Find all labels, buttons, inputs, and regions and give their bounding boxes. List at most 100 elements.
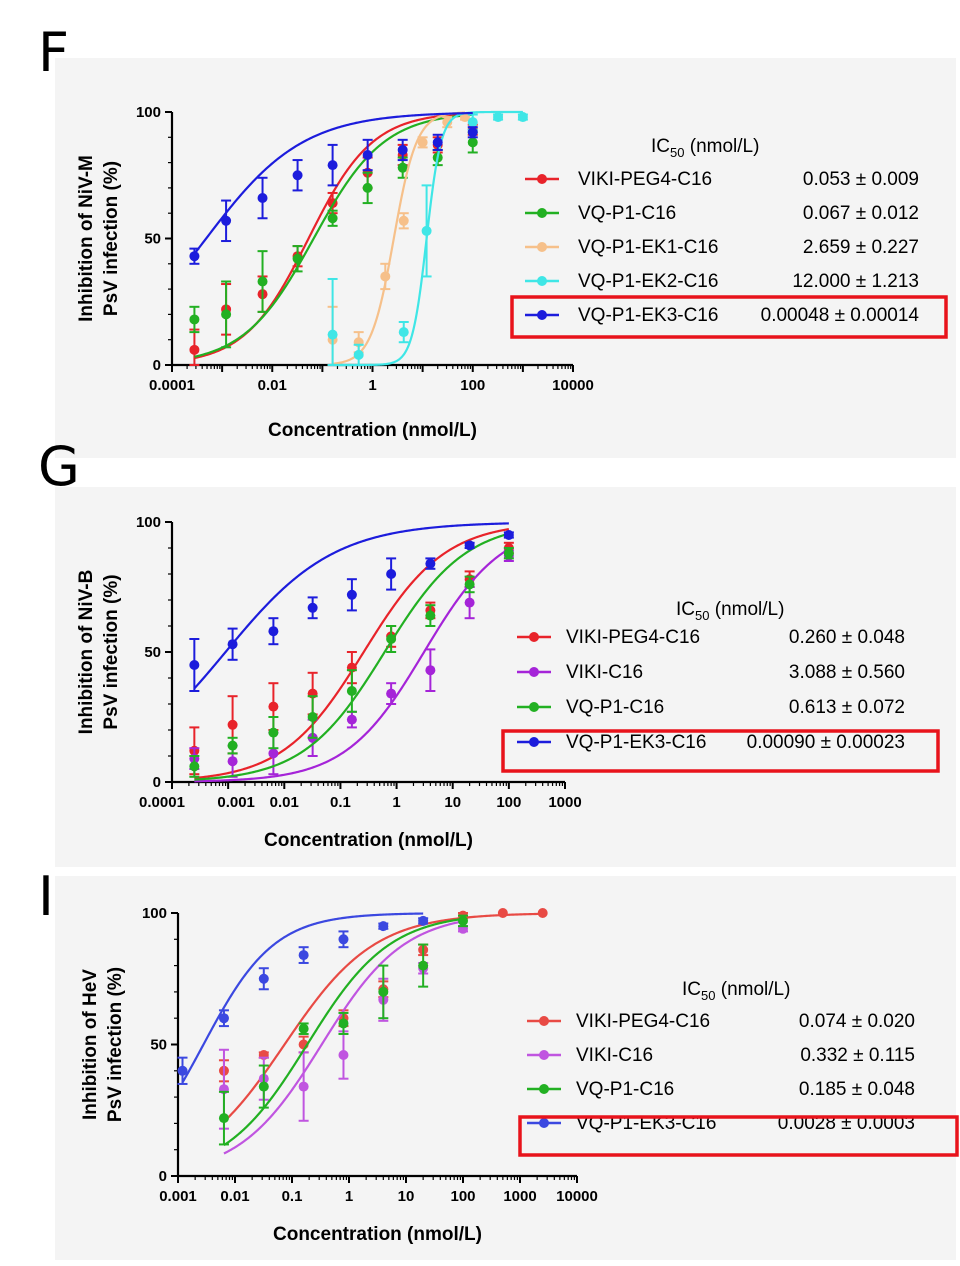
data-point xyxy=(421,225,432,236)
data-point xyxy=(517,112,528,123)
legend-title-subscript: 50 xyxy=(695,608,709,623)
legend-series-name: VQ-P1-EK3-C16 xyxy=(578,305,718,326)
data-point xyxy=(218,1013,229,1024)
fit-curve xyxy=(223,912,543,1123)
x-tick-label: 0.001 xyxy=(217,794,255,811)
data-point xyxy=(257,193,268,204)
data-point xyxy=(307,602,318,613)
highlight-box xyxy=(510,295,948,339)
data-point xyxy=(189,761,200,772)
data-point xyxy=(398,215,409,226)
x-tick-label: 0.1 xyxy=(330,794,351,811)
legend-item: VQ-P1-EK3-C16 0.00090 ± 0.00023 xyxy=(517,732,905,753)
y-axis-label-line1: Inhibition of NiV-B xyxy=(76,570,97,735)
series-viki-peg4-c16 xyxy=(189,528,514,780)
x-tick-label: 1000 xyxy=(548,794,581,811)
legend-title-ic: IC xyxy=(682,979,701,1000)
data-point xyxy=(218,1113,229,1124)
legend-title-subscript: 50 xyxy=(701,988,715,1003)
data-point xyxy=(189,314,200,325)
legend-marker xyxy=(529,632,539,642)
highlight-box xyxy=(518,1115,959,1157)
legend-series-name: VIKI-C16 xyxy=(576,1045,653,1066)
legend-marker xyxy=(537,310,547,320)
legend-item: VQ-P1-EK3-C16 0.00048 ± 0.00014 xyxy=(525,305,919,326)
data-point xyxy=(425,610,436,621)
series-vq-p1-ek3-c16 xyxy=(189,111,478,265)
data-point xyxy=(189,660,200,670)
x-axis-label: Concentration (nmol/L) xyxy=(264,830,473,851)
data-point xyxy=(298,950,309,961)
data-point xyxy=(338,1050,349,1061)
legend-series-name: VQ-P1-EK3-C16 xyxy=(566,732,706,753)
x-tick-label: 0.01 xyxy=(258,377,287,394)
panel-label-i: I xyxy=(38,865,54,928)
y-axis-label-line2: PsV infection (%) xyxy=(105,967,126,1122)
y-tick-label: 50 xyxy=(144,644,161,661)
legend-marker xyxy=(537,242,547,252)
data-point xyxy=(338,1018,349,1029)
legend-marker xyxy=(529,667,539,677)
legend-item: VIKI-PEG4-C16 0.260 ± 0.048 xyxy=(517,627,905,648)
x-axis-label: Concentration (nmol/L) xyxy=(273,1224,482,1245)
data-point xyxy=(221,309,232,320)
legend-ic50-value: 0.053 ± 0.009 xyxy=(803,169,919,190)
series-vq-p1-c16 xyxy=(189,532,514,781)
legend-ic50-value: 12.000 ± 1.213 xyxy=(792,271,919,292)
legend-marker xyxy=(529,737,539,747)
chart-panel-i: 0.001 0.01 0.1 1 10 100 1000 10000 0 50 100 Concent… xyxy=(80,905,959,1245)
legend-title: IC50 (nmol/L) xyxy=(676,599,784,623)
x-axis-label: Concentration (nmol/L) xyxy=(268,420,477,441)
data-point xyxy=(292,253,303,264)
legend-ic50-value: 0.260 ± 0.048 xyxy=(789,627,905,648)
series-vq-p1-c16 xyxy=(218,914,468,1147)
data-point xyxy=(397,144,408,155)
data-point xyxy=(425,665,436,676)
chart-panel-f: 0.0001 0.01 1 100 10000 0 50 100 Concentration (… xyxy=(76,104,948,441)
data-point xyxy=(417,137,428,148)
panel-label-f: F xyxy=(38,21,70,84)
data-point xyxy=(464,579,475,590)
data-point xyxy=(268,626,279,637)
data-point xyxy=(467,117,478,128)
data-point xyxy=(497,908,508,918)
legend-item: VIKI-C16 3.088 ± 0.560 xyxy=(517,662,905,683)
data-point xyxy=(268,748,279,759)
legend-item: VQ-P1-EK2-C16 12.000 ± 1.213 xyxy=(525,271,919,292)
x-tick-label: 0.001 xyxy=(159,1188,197,1205)
data-point xyxy=(425,558,436,569)
legend-ic50-value: 0.613 ± 0.072 xyxy=(789,697,905,718)
legend-ic50-value: 0.185 ± 0.048 xyxy=(799,1079,915,1100)
data-point xyxy=(307,712,318,722)
legend-ic50-value: 0.332 ± 0.115 xyxy=(800,1045,915,1066)
legend-ic50-value: 0.074 ± 0.020 xyxy=(799,1011,915,1032)
x-tick-label: 10000 xyxy=(552,377,594,394)
y-tick-label: 0 xyxy=(153,774,161,791)
data-point xyxy=(227,756,238,767)
legend-series-name: VQ-P1-EK1-C16 xyxy=(578,237,718,258)
legend-marker xyxy=(529,702,539,712)
fit-curve xyxy=(193,522,509,690)
legend-title: IC50 (nmol/L) xyxy=(682,979,790,1003)
data-point xyxy=(346,686,357,696)
chart-panel-g: 0.0001 0.001 0.01 0.1 1 10 100 1000 0 50 100 Concen… xyxy=(76,514,940,851)
data-point xyxy=(338,934,349,945)
legend-series-name: VIKI-C16 xyxy=(566,662,643,683)
legend-title-unit: (nmol/L) xyxy=(715,979,790,1000)
y-axis-label-line1: Inhibition of HeV xyxy=(80,969,101,1120)
data-point xyxy=(227,719,238,730)
panel-label-g: G xyxy=(38,435,80,498)
legend-marker xyxy=(539,1050,549,1060)
x-tick-label: 100 xyxy=(450,1188,475,1205)
fit-curve xyxy=(194,113,473,358)
data-point xyxy=(386,569,397,579)
data-point xyxy=(386,688,397,699)
legend-series-name: VQ-P1-C16 xyxy=(578,203,676,224)
legend-series-name: VIKI-PEG4-C16 xyxy=(578,169,712,190)
x-tick-label: 1 xyxy=(392,794,400,811)
legend-item: VIKI-PEG4-C16 0.053 ± 0.009 xyxy=(525,169,919,190)
data-point xyxy=(327,329,338,340)
data-point xyxy=(258,1081,269,1092)
series-viki-c16 xyxy=(218,920,468,1155)
